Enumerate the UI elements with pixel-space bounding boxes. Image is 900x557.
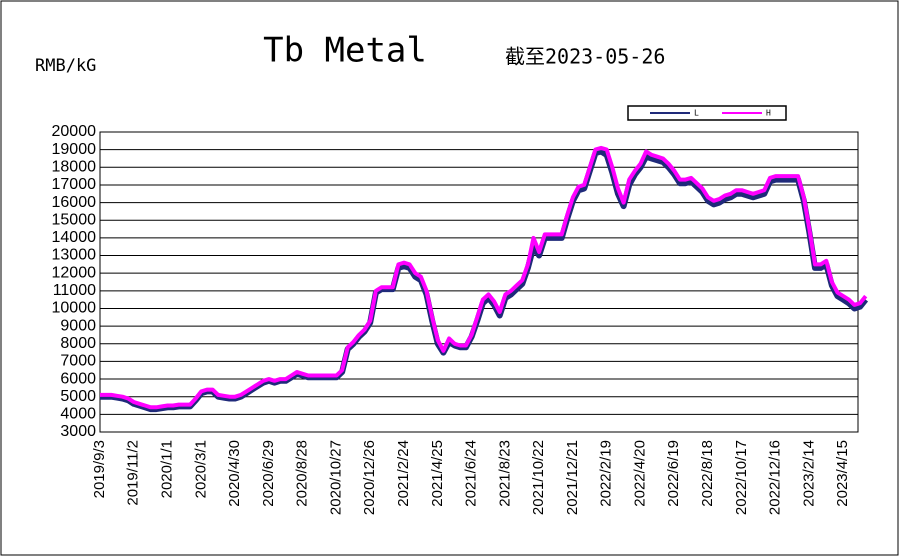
line-series [100, 145, 868, 410]
x-tick-label: 2021/12/21 [564, 440, 581, 515]
x-tick-label: 2022/12/16 [767, 440, 784, 515]
x-tick-label: 2022/4/20 [631, 440, 648, 507]
y-axis-label: RMB/kG [35, 56, 96, 76]
y-tick-label: 18000 [52, 159, 97, 176]
x-tick-label: 2019/9/3 [91, 440, 108, 498]
y-tick-label: 8000 [60, 335, 96, 352]
y-tick-label: 13000 [52, 247, 97, 264]
x-tick-label: 2020/8/28 [294, 440, 311, 507]
y-tick-label: 4000 [60, 406, 96, 423]
y-tick-label: 20000 [52, 123, 97, 140]
legend-box [627, 105, 787, 121]
x-tick-label: 2022/2/19 [598, 440, 615, 507]
subtitle: 截至2023-05-26 [505, 45, 665, 69]
y-tick-label: 10000 [52, 300, 97, 317]
y-tick-label: 17000 [52, 176, 97, 193]
x-tick-label: 2020/12/26 [361, 440, 378, 515]
x-tick-label: 2020/1/1 [159, 440, 176, 498]
x-tick-label: 2022/10/17 [733, 440, 750, 515]
y-tick-label: 7000 [60, 353, 96, 370]
legend-label: L [694, 109, 699, 118]
x-tick-label: 2022/6/19 [665, 440, 682, 507]
x-tick-label: 2020/3/1 [192, 440, 209, 498]
x-tick-label: 2021/10/22 [530, 440, 547, 515]
legend-label: H [766, 109, 771, 118]
y-tick-label: 16000 [52, 194, 97, 211]
chart-title: Tb Metal [263, 31, 427, 71]
y-tick-label: 5000 [60, 388, 96, 405]
x-tick-label: 2021/2/24 [395, 440, 412, 507]
x-tick-label: 2020/4/30 [226, 440, 243, 507]
y-tick-label: 15000 [52, 211, 97, 228]
plot-area [99, 131, 859, 433]
x-tick-label: 2019/11/2 [125, 440, 142, 506]
y-tick-label: 3000 [60, 423, 96, 440]
y-tick-label: 14000 [52, 229, 97, 246]
y-tick-label: 9000 [60, 317, 96, 334]
x-tick-label: 2020/6/29 [260, 440, 277, 507]
x-tick-label: 2021/8/23 [496, 440, 513, 507]
x-tick-label: 2023/2/14 [800, 440, 817, 507]
x-tick-label: 2022/8/18 [699, 440, 716, 507]
x-tick-label: 2021/4/25 [429, 440, 446, 507]
x-tick-label: 2023/4/15 [834, 440, 851, 507]
y-tick-label: 6000 [60, 370, 96, 387]
x-tick-label: 2021/6/24 [463, 440, 480, 507]
x-tick-label: 2020/10/27 [327, 440, 344, 515]
y-tick-label: 19000 [52, 141, 97, 158]
y-tick-label: 12000 [52, 264, 97, 281]
y-tick-label: 11000 [53, 282, 96, 299]
